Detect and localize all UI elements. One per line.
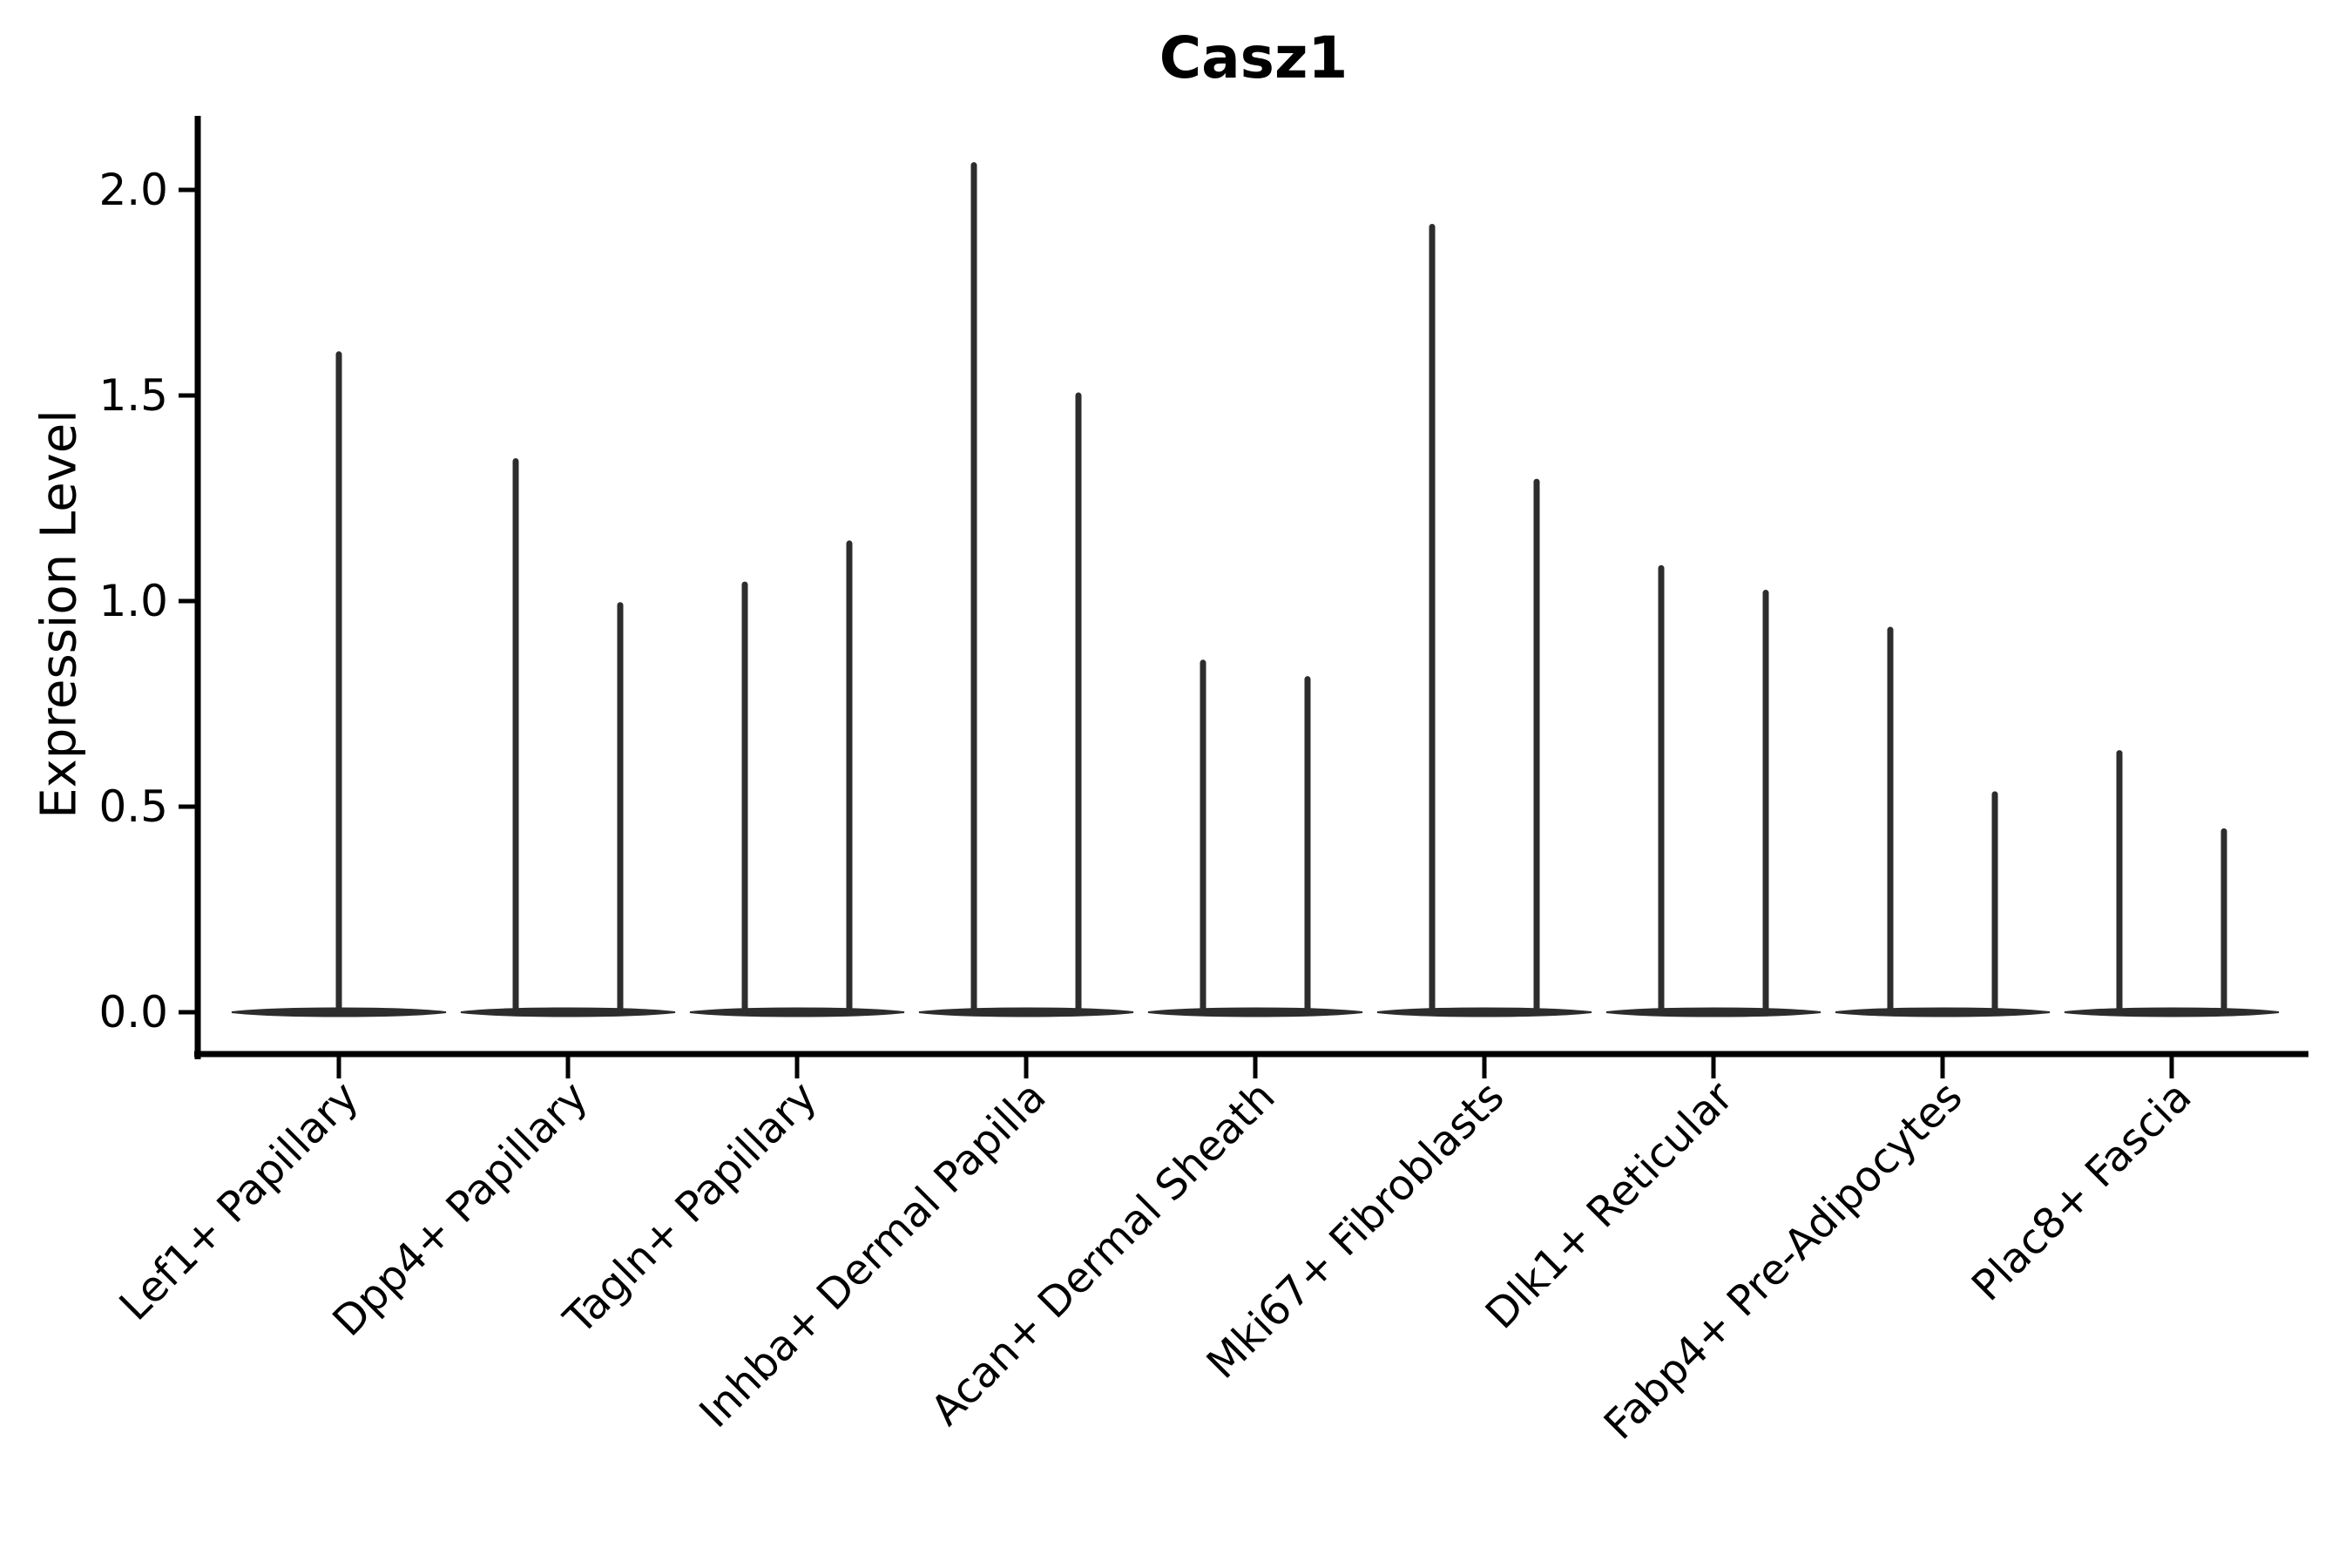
violin-base xyxy=(689,1007,905,1017)
violin-base xyxy=(2064,1007,2280,1017)
x-category-label: Dpp4+ Papillary xyxy=(323,1072,597,1346)
y-tick-label: 0.5 xyxy=(98,781,168,832)
y-tick-label: 2.0 xyxy=(98,165,168,215)
x-category-label: Lef1+ Papillary xyxy=(111,1072,368,1330)
x-category-label: Plac8+ Fascia xyxy=(1963,1072,2201,1311)
y-tick-label: 1.0 xyxy=(98,576,168,626)
violin-base xyxy=(1376,1007,1592,1017)
violin-base xyxy=(1835,1007,2051,1017)
violin-base xyxy=(918,1007,1134,1017)
violin-base xyxy=(1147,1007,1363,1017)
violin-base xyxy=(460,1007,676,1017)
x-category-label: Tagln+ Papillary xyxy=(554,1072,826,1344)
y-tick-label: 0.0 xyxy=(98,987,168,1037)
y-tick-label: 1.5 xyxy=(98,370,168,421)
violin-base xyxy=(1605,1007,1821,1017)
x-category-label: Dlk1+ Reticular xyxy=(1477,1072,1743,1339)
chart-title: Casz1 xyxy=(1159,24,1348,91)
